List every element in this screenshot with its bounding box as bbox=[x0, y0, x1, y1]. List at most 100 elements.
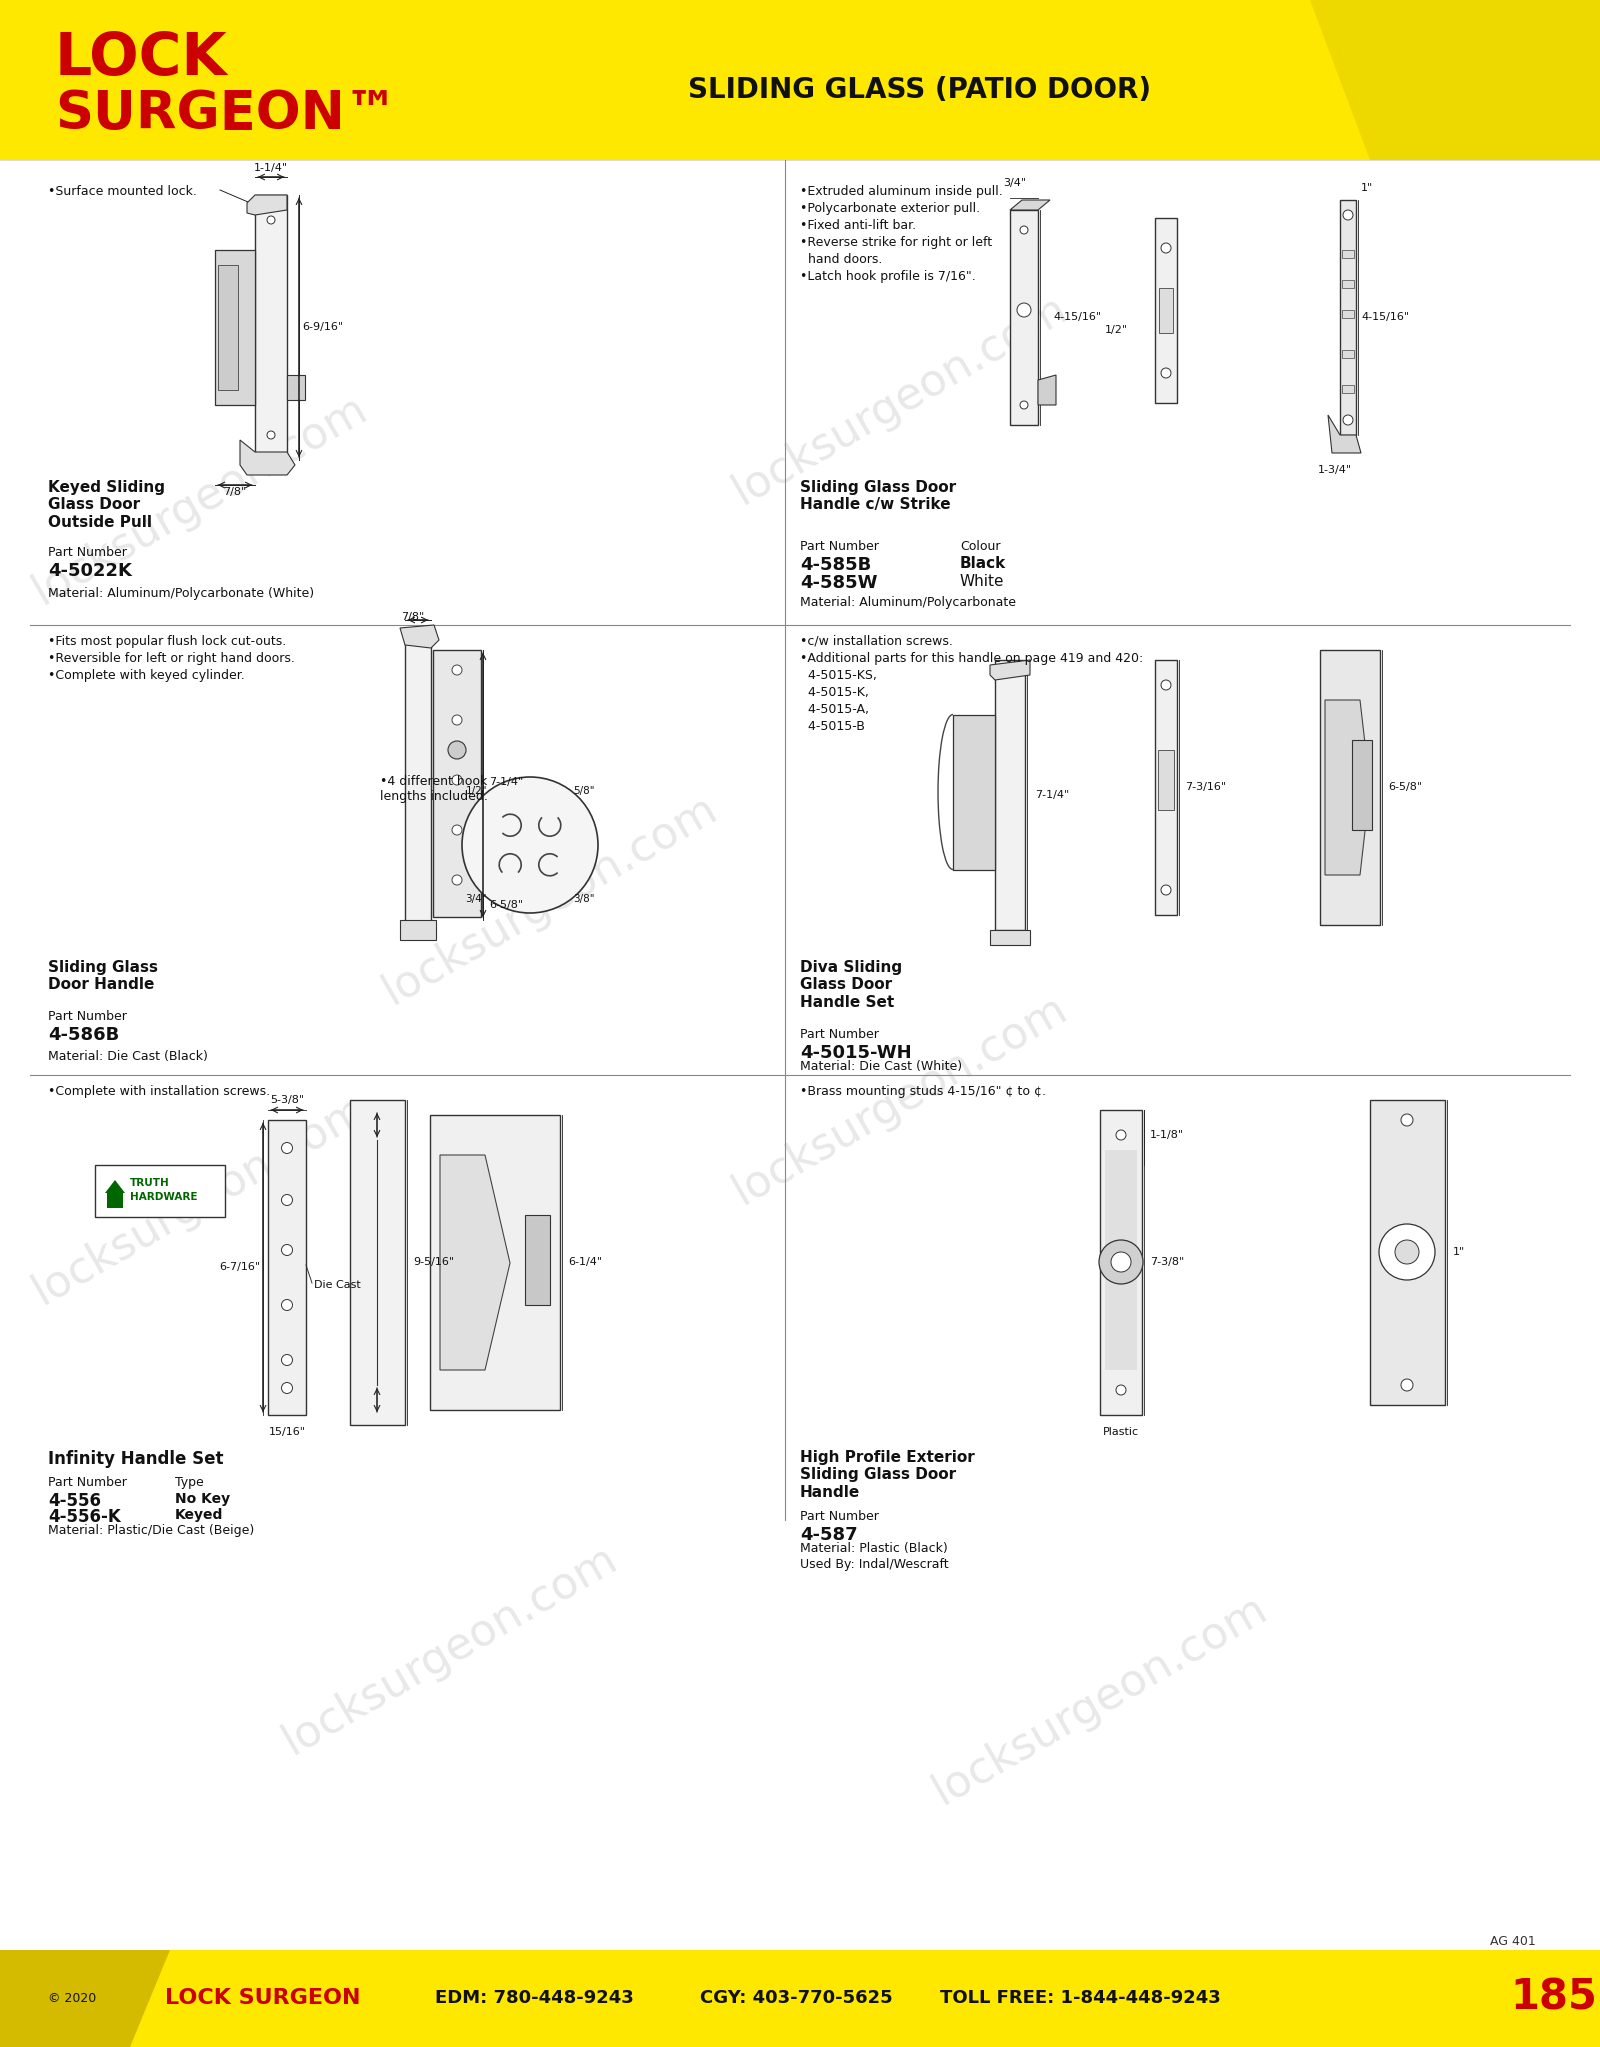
Text: 7-1/4": 7-1/4" bbox=[490, 778, 523, 786]
Text: 6-5/8": 6-5/8" bbox=[490, 901, 523, 911]
Circle shape bbox=[1379, 1224, 1435, 1279]
Text: Part Number: Part Number bbox=[800, 1028, 878, 1042]
Text: White: White bbox=[960, 573, 1005, 590]
Circle shape bbox=[453, 825, 462, 835]
Bar bbox=[1320, 651, 1379, 925]
Circle shape bbox=[1402, 1380, 1413, 1392]
Circle shape bbox=[1018, 303, 1030, 317]
Circle shape bbox=[1162, 884, 1171, 895]
Bar bbox=[269, 1120, 306, 1414]
Text: Part Number: Part Number bbox=[48, 1009, 126, 1024]
Text: •Surface mounted lock.: •Surface mounted lock. bbox=[48, 184, 197, 199]
Polygon shape bbox=[240, 440, 294, 475]
Text: •Additional parts for this handle on page 419 and 420:: •Additional parts for this handle on pag… bbox=[800, 653, 1144, 665]
Circle shape bbox=[453, 714, 462, 725]
Text: 4-5022K: 4-5022K bbox=[48, 563, 131, 579]
Text: locksurgeon.com: locksurgeon.com bbox=[26, 387, 374, 614]
Circle shape bbox=[282, 1355, 293, 1365]
Text: •Complete with installation screws.: •Complete with installation screws. bbox=[48, 1085, 270, 1097]
Text: 15/16": 15/16" bbox=[269, 1427, 306, 1437]
Text: 4-5015-B: 4-5015-B bbox=[800, 721, 866, 733]
Text: 4-5015-KS,: 4-5015-KS, bbox=[800, 669, 877, 682]
Text: 4-5015-K,: 4-5015-K, bbox=[800, 686, 869, 698]
Polygon shape bbox=[400, 624, 438, 649]
Text: 1/2": 1/2" bbox=[466, 786, 486, 796]
Text: Colour: Colour bbox=[960, 540, 1000, 553]
Text: 1": 1" bbox=[1453, 1247, 1466, 1257]
Text: •Fits most popular flush lock cut-outs.: •Fits most popular flush lock cut-outs. bbox=[48, 635, 286, 649]
Text: •Extruded aluminum inside pull.: •Extruded aluminum inside pull. bbox=[800, 184, 1003, 199]
Bar bbox=[1370, 1099, 1445, 1404]
Text: Material: Plastic/Die Cast (Beige): Material: Plastic/Die Cast (Beige) bbox=[48, 1525, 254, 1537]
Circle shape bbox=[1402, 1114, 1413, 1126]
Circle shape bbox=[1021, 401, 1027, 409]
Bar bbox=[1101, 1109, 1142, 1414]
Polygon shape bbox=[1010, 201, 1050, 211]
Text: Black: Black bbox=[960, 557, 1006, 571]
Text: 3/4": 3/4" bbox=[1003, 178, 1027, 188]
Circle shape bbox=[282, 1300, 293, 1310]
Text: 4-556: 4-556 bbox=[48, 1492, 101, 1511]
Polygon shape bbox=[1310, 0, 1600, 160]
Polygon shape bbox=[246, 194, 286, 215]
Bar bbox=[1341, 201, 1357, 436]
Text: Diva Sliding
Glass Door
Handle Set: Diva Sliding Glass Door Handle Set bbox=[800, 960, 902, 1009]
Bar bbox=[434, 651, 482, 917]
Bar bbox=[214, 250, 254, 405]
Text: locksurgeon.com: locksurgeon.com bbox=[725, 987, 1075, 1214]
Text: 4-15/16": 4-15/16" bbox=[1362, 311, 1410, 321]
Bar bbox=[1342, 280, 1354, 289]
Polygon shape bbox=[286, 375, 306, 399]
Bar bbox=[350, 1099, 405, 1425]
Text: Part Number: Part Number bbox=[48, 547, 126, 559]
Text: 5-3/8": 5-3/8" bbox=[270, 1095, 304, 1105]
Circle shape bbox=[1342, 211, 1354, 219]
Text: Sliding Glass Door
Handle c/w Strike: Sliding Glass Door Handle c/w Strike bbox=[800, 479, 957, 512]
Text: TOLL FREE: 1-844-448-9243: TOLL FREE: 1-844-448-9243 bbox=[941, 1990, 1221, 2006]
Text: 9-5/16": 9-5/16" bbox=[413, 1257, 454, 1267]
Bar bbox=[107, 1191, 123, 1208]
Text: Die Cast: Die Cast bbox=[314, 1279, 360, 1290]
Text: 4-585B: 4-585B bbox=[800, 557, 872, 573]
Text: 7/8": 7/8" bbox=[224, 487, 246, 497]
Text: 4-5015-A,: 4-5015-A, bbox=[800, 702, 869, 716]
Text: Keyed Sliding
Glass Door
Outside Pull: Keyed Sliding Glass Door Outside Pull bbox=[48, 479, 165, 530]
Text: 1/2": 1/2" bbox=[1106, 325, 1128, 336]
Text: 1-3/4": 1-3/4" bbox=[1318, 465, 1352, 475]
Circle shape bbox=[1162, 680, 1171, 690]
Text: Plastic: Plastic bbox=[1102, 1427, 1139, 1437]
Circle shape bbox=[267, 432, 275, 438]
Circle shape bbox=[448, 741, 466, 759]
Polygon shape bbox=[1325, 700, 1370, 874]
Bar bbox=[1342, 309, 1354, 317]
Circle shape bbox=[462, 778, 598, 913]
Text: 1-1/4": 1-1/4" bbox=[254, 164, 288, 174]
Bar bbox=[1155, 217, 1178, 403]
Text: 6-5/8": 6-5/8" bbox=[1389, 782, 1422, 792]
Text: Keyed: Keyed bbox=[174, 1509, 224, 1523]
Text: 185: 185 bbox=[1510, 1977, 1597, 2018]
Text: CGY: 403-770-5625: CGY: 403-770-5625 bbox=[701, 1990, 893, 2006]
Text: No Key: No Key bbox=[174, 1492, 230, 1507]
Text: 6-9/16": 6-9/16" bbox=[302, 321, 342, 332]
Bar bbox=[990, 929, 1030, 946]
Polygon shape bbox=[990, 659, 1030, 680]
Text: 3/8": 3/8" bbox=[573, 895, 595, 903]
Bar bbox=[1352, 741, 1373, 829]
Bar bbox=[405, 641, 430, 925]
Bar bbox=[1155, 659, 1178, 915]
Circle shape bbox=[282, 1142, 293, 1155]
Circle shape bbox=[453, 665, 462, 676]
Circle shape bbox=[1162, 368, 1171, 379]
Text: TRUTH: TRUTH bbox=[130, 1177, 170, 1187]
Text: HARDWARE: HARDWARE bbox=[130, 1191, 197, 1202]
Text: High Profile Exterior
Sliding Glass Door
Handle: High Profile Exterior Sliding Glass Door… bbox=[800, 1449, 974, 1500]
Text: 1-1/8": 1-1/8" bbox=[1150, 1130, 1184, 1140]
Circle shape bbox=[1117, 1130, 1126, 1140]
Text: SURGEON™: SURGEON™ bbox=[54, 88, 398, 139]
Text: 4-587: 4-587 bbox=[800, 1525, 858, 1543]
Text: 4-15/16": 4-15/16" bbox=[1053, 311, 1101, 321]
Text: •Polycarbonate exterior pull.: •Polycarbonate exterior pull. bbox=[800, 203, 981, 215]
Text: locksurgeon.com: locksurgeon.com bbox=[275, 1537, 626, 1762]
Text: •Brass mounting studs 4-15/16" ¢ to ¢.: •Brass mounting studs 4-15/16" ¢ to ¢. bbox=[800, 1085, 1046, 1097]
